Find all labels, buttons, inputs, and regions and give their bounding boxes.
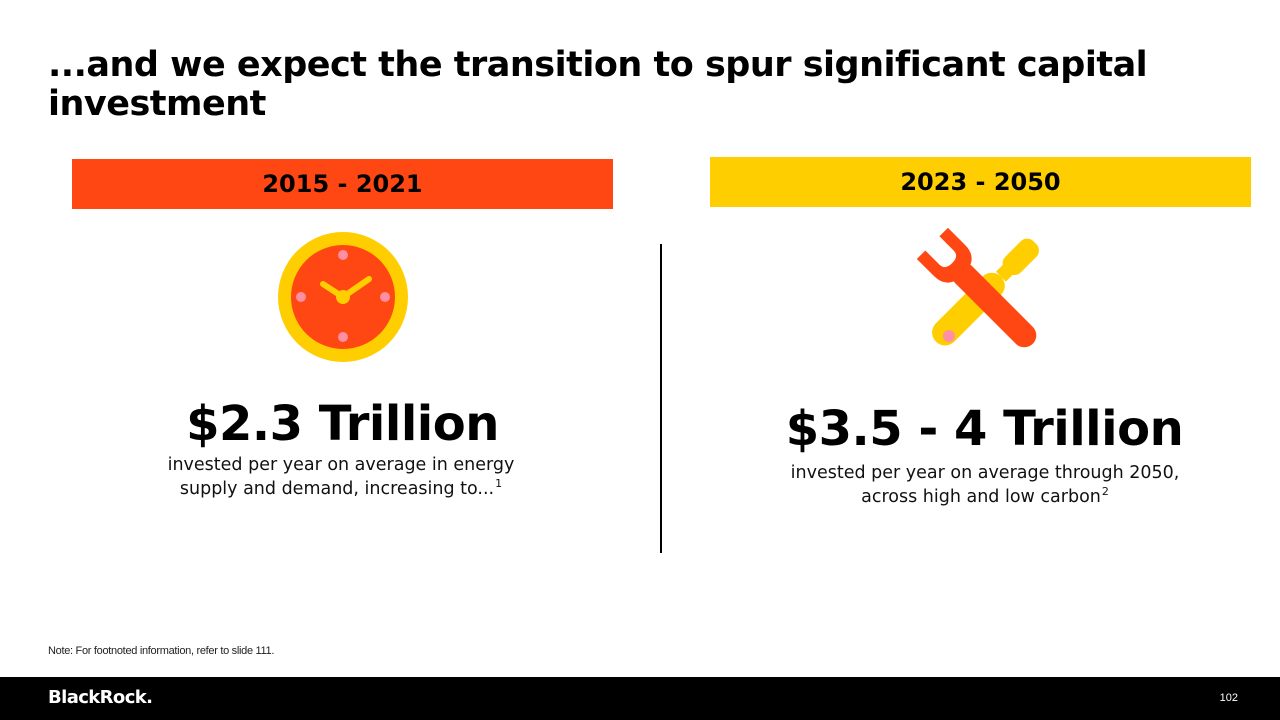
page-number: 102 xyxy=(1219,692,1238,704)
description-left-line1: invested per year on average in energy xyxy=(167,455,515,475)
description-left-line2: supply and demand, increasing to...1 xyxy=(141,477,541,501)
period-banner-right: 2023 - 2050 xyxy=(710,157,1251,207)
description-left: invested per year on average in energy s… xyxy=(141,453,541,501)
column-divider xyxy=(660,244,662,553)
clock-icon xyxy=(276,230,410,364)
footnote-marker-2: 2 xyxy=(1101,485,1109,498)
period-banner-left: 2015 - 2021 xyxy=(72,159,613,209)
wrench-screwdriver-icon xyxy=(912,227,1056,362)
description-right: invested per year on average through 205… xyxy=(770,461,1200,509)
description-left-line2-text: supply and demand, increasing to... xyxy=(179,479,495,499)
footnote-marker-1: 1 xyxy=(495,477,503,490)
description-right-line2-text: across high and low carbon xyxy=(861,487,1101,507)
footnote-note: Note: For footnoted information, refer t… xyxy=(48,645,275,657)
description-right-line2: across high and low carbon2 xyxy=(770,485,1200,509)
value-right: $3.5 - 4 Trillion xyxy=(785,401,1184,457)
description-right-line1: invested per year on average through 205… xyxy=(790,463,1180,483)
page-title: ...and we expect the transition to spur … xyxy=(48,45,1148,124)
value-left: $2.3 Trillion xyxy=(186,396,499,452)
footer-bar: BlackRock. 102 xyxy=(0,677,1280,720)
blackrock-logo: BlackRock. xyxy=(48,687,153,708)
